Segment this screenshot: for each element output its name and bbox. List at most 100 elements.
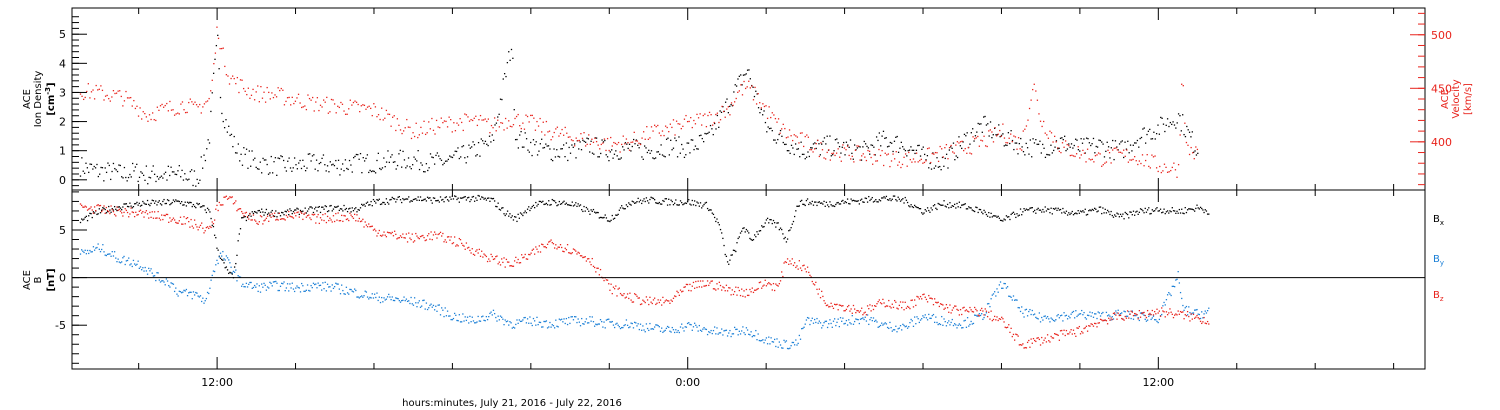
by-point bbox=[515, 323, 517, 326]
bx-point bbox=[138, 202, 140, 204]
by-point bbox=[916, 316, 918, 318]
velocity-point bbox=[922, 162, 924, 164]
by-point bbox=[771, 341, 773, 343]
bx-point bbox=[382, 201, 384, 204]
velocity-point bbox=[166, 102, 168, 105]
velocity-point bbox=[470, 119, 472, 121]
density-point bbox=[324, 164, 326, 166]
bx-point bbox=[226, 269, 229, 271]
velocity-point bbox=[150, 118, 152, 121]
velocity-point bbox=[823, 157, 825, 159]
velocity-point bbox=[173, 114, 176, 116]
bx-point bbox=[1028, 209, 1030, 211]
density-point bbox=[1121, 140, 1123, 142]
density-point bbox=[646, 151, 649, 154]
velocity-point bbox=[1013, 135, 1015, 137]
by-point bbox=[673, 331, 676, 334]
velocity-point bbox=[170, 109, 173, 111]
by-point bbox=[199, 295, 202, 297]
by-point bbox=[190, 291, 192, 293]
by-point bbox=[1048, 318, 1050, 320]
density-point bbox=[149, 177, 152, 179]
bx-point bbox=[778, 228, 780, 231]
density-point bbox=[611, 149, 613, 151]
velocity-point bbox=[282, 89, 284, 91]
bx-point bbox=[1072, 214, 1075, 216]
by-point bbox=[864, 316, 866, 318]
velocity-point bbox=[851, 155, 853, 158]
density-point bbox=[256, 168, 259, 170]
density-point bbox=[204, 159, 207, 162]
velocity-point bbox=[992, 141, 995, 143]
by-point bbox=[479, 320, 482, 322]
bz-point bbox=[315, 222, 317, 224]
density-point bbox=[152, 165, 154, 167]
velocity-point bbox=[456, 122, 458, 124]
density-point bbox=[746, 69, 749, 71]
by-point bbox=[899, 325, 902, 327]
density-point bbox=[892, 150, 894, 153]
by-point bbox=[566, 323, 569, 326]
bx-point bbox=[816, 204, 818, 207]
by-point bbox=[816, 317, 818, 320]
bz-point bbox=[258, 221, 260, 223]
bz-point bbox=[786, 258, 789, 260]
bz-point bbox=[81, 204, 83, 207]
bz-point bbox=[678, 294, 680, 296]
velocity-point bbox=[479, 114, 482, 117]
bx-point bbox=[1094, 207, 1096, 210]
by-point bbox=[403, 296, 405, 298]
bz-point bbox=[975, 308, 977, 311]
bx-point bbox=[952, 205, 955, 208]
bz-point bbox=[809, 274, 811, 276]
bx-point bbox=[783, 237, 785, 240]
bz-point bbox=[373, 228, 376, 230]
velocity-point bbox=[588, 134, 590, 136]
bz-point bbox=[759, 281, 762, 283]
by-point bbox=[464, 316, 466, 318]
by-point bbox=[555, 319, 557, 321]
bx-point bbox=[562, 201, 564, 203]
bz-point bbox=[335, 212, 337, 215]
bz-point bbox=[996, 316, 998, 318]
bz-point bbox=[563, 251, 565, 253]
velocity-point bbox=[104, 95, 107, 97]
bx-point bbox=[672, 204, 675, 206]
bz-point bbox=[838, 304, 840, 306]
bx-point bbox=[355, 207, 357, 209]
bx-point bbox=[786, 238, 789, 240]
velocity-point bbox=[999, 129, 1001, 132]
velocity-point bbox=[1016, 148, 1018, 150]
bz-point bbox=[1104, 319, 1106, 321]
density-point bbox=[866, 145, 868, 148]
bx-point bbox=[637, 197, 639, 200]
bz-point bbox=[316, 216, 318, 218]
by-point bbox=[912, 325, 915, 327]
by-point bbox=[478, 320, 480, 322]
bz-point bbox=[237, 208, 239, 211]
density-point bbox=[505, 75, 507, 78]
density-point bbox=[1106, 141, 1108, 143]
bx-point bbox=[223, 262, 225, 264]
by-point bbox=[101, 248, 103, 251]
bx-point bbox=[809, 201, 811, 204]
bx-point bbox=[463, 196, 465, 198]
by-point bbox=[556, 325, 558, 327]
velocity-point bbox=[693, 119, 695, 122]
density-point bbox=[96, 163, 98, 166]
bx-point bbox=[97, 213, 99, 215]
bz-point bbox=[561, 246, 563, 249]
bz-point bbox=[902, 301, 904, 303]
by-point bbox=[1094, 313, 1096, 315]
bx-point bbox=[817, 201, 819, 204]
density-point bbox=[259, 161, 261, 163]
bz-point bbox=[521, 254, 523, 256]
velocity-point bbox=[798, 142, 800, 144]
velocity-point bbox=[537, 125, 540, 127]
bz-point bbox=[643, 300, 645, 302]
bx-point bbox=[818, 201, 820, 203]
density-point bbox=[427, 169, 429, 172]
velocity-point bbox=[608, 149, 610, 152]
bz-point bbox=[210, 226, 212, 229]
by-point bbox=[748, 333, 750, 335]
